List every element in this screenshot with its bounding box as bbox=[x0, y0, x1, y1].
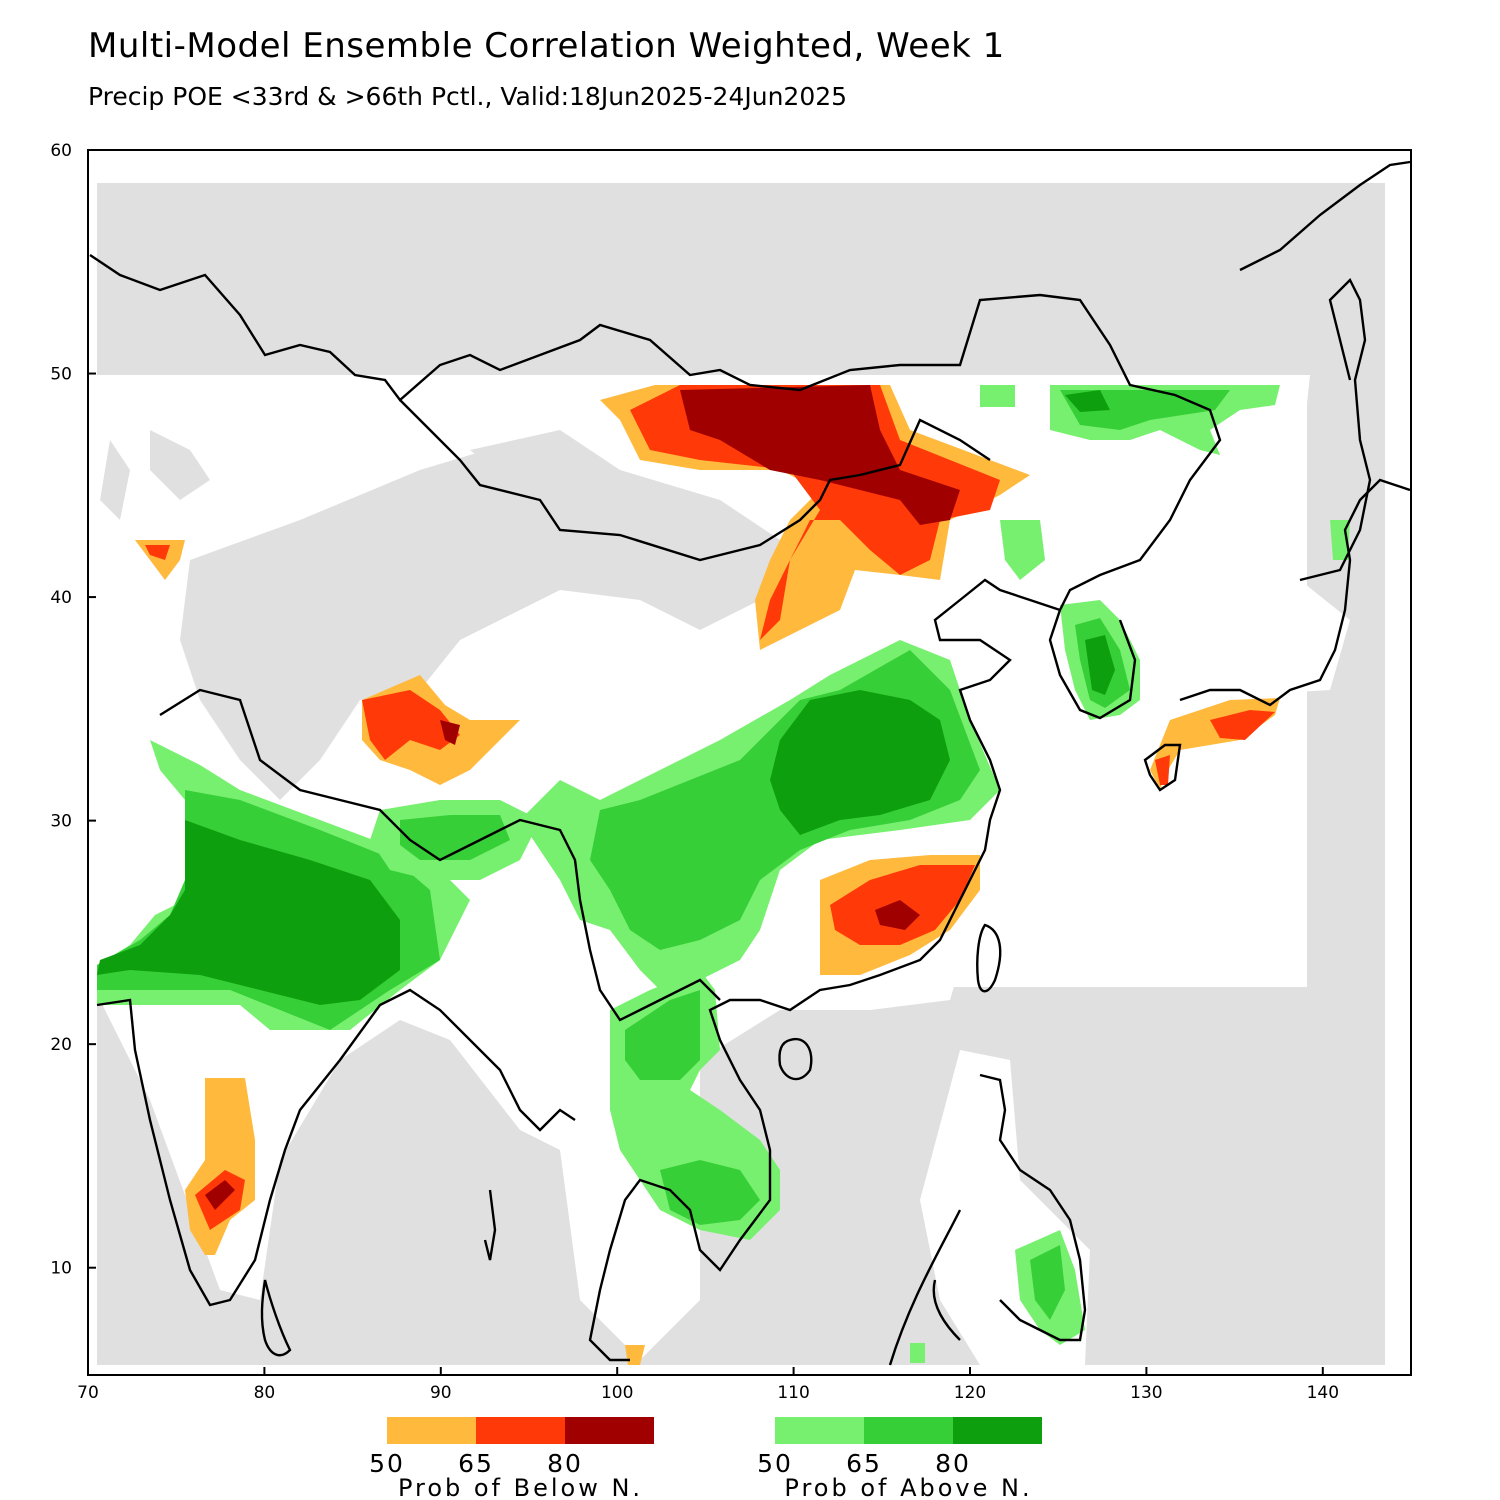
map-subtitle: Precip POE <33rd & >66th Pctl., Valid:18… bbox=[88, 82, 848, 111]
x-tick-label: 90 bbox=[430, 1383, 452, 1403]
x-tick-label: 80 bbox=[254, 1383, 276, 1403]
legend-value-label: 50 bbox=[369, 1449, 405, 1478]
coastlines bbox=[89, 160, 1411, 1366]
x-tick-label: 70 bbox=[77, 1383, 99, 1403]
y-tick-label: 10 bbox=[50, 1259, 72, 1279]
above-china-80 bbox=[770, 690, 950, 835]
map-title: Multi-Model Ensemble Correlation Weighte… bbox=[88, 26, 1005, 66]
x-tick-label: 120 bbox=[954, 1383, 986, 1403]
y-tick-label: 30 bbox=[50, 812, 72, 832]
above-normal-regions bbox=[97, 385, 1350, 1363]
x-axis: 70 80 90 100 110 120 130 140 bbox=[77, 1367, 1339, 1403]
legend-swatch bbox=[565, 1417, 654, 1444]
legend-swatch bbox=[476, 1417, 565, 1444]
below-mongolia-80 bbox=[680, 385, 960, 525]
legend-value-label: 80 bbox=[547, 1449, 583, 1478]
legend-swatch bbox=[775, 1417, 864, 1444]
legend-swatch bbox=[387, 1417, 476, 1444]
x-tick-label: 140 bbox=[1307, 1383, 1339, 1403]
y-tick-label: 40 bbox=[50, 588, 72, 608]
legend-value-label: 80 bbox=[935, 1449, 971, 1478]
y-tick-label: 50 bbox=[50, 365, 72, 385]
legend-value-label: 65 bbox=[846, 1449, 882, 1478]
above-india-80 bbox=[97, 820, 400, 1005]
legend-title: Prob of Below N. bbox=[398, 1474, 643, 1500]
y-tick-label: 20 bbox=[50, 1035, 72, 1055]
x-tick-label: 130 bbox=[1130, 1383, 1162, 1403]
x-tick-label: 100 bbox=[601, 1383, 633, 1403]
y-axis: 10 20 30 40 50 60 bbox=[50, 141, 96, 1279]
legend-swatch bbox=[864, 1417, 953, 1444]
terrain-mask bbox=[100, 430, 780, 800]
x-tick-label: 110 bbox=[777, 1383, 809, 1403]
plot-frame bbox=[87, 149, 1412, 1376]
legend-value-label: 65 bbox=[458, 1449, 494, 1478]
y-tick-label: 60 bbox=[50, 141, 72, 161]
legend-swatch bbox=[953, 1417, 1042, 1444]
legend-value-label: 50 bbox=[757, 1449, 793, 1478]
legend-title: Prob of Above N. bbox=[784, 1474, 1032, 1500]
below-tibet-65 bbox=[362, 690, 460, 760]
